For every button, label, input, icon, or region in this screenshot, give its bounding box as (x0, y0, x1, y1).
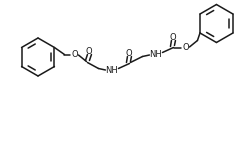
Text: NH: NH (105, 66, 117, 75)
Text: NH: NH (148, 50, 161, 59)
Text: O: O (85, 47, 91, 56)
Text: O: O (182, 43, 188, 52)
Text: O: O (71, 50, 78, 59)
Text: O: O (168, 33, 175, 42)
Text: O: O (125, 49, 131, 58)
